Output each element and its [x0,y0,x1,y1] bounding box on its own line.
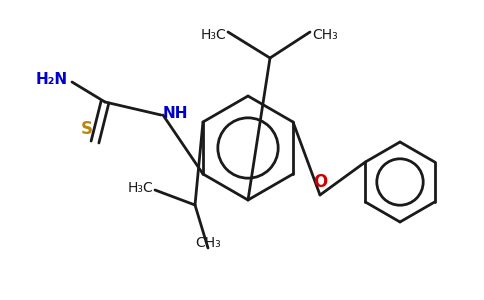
Text: H₃C: H₃C [127,181,153,195]
Text: CH₃: CH₃ [312,28,338,42]
Text: CH₃: CH₃ [195,236,221,250]
Text: NH: NH [163,106,188,121]
Text: O: O [313,173,327,191]
Text: S: S [81,120,93,138]
Text: H₃C: H₃C [200,28,226,42]
Text: H₂N: H₂N [36,73,68,88]
